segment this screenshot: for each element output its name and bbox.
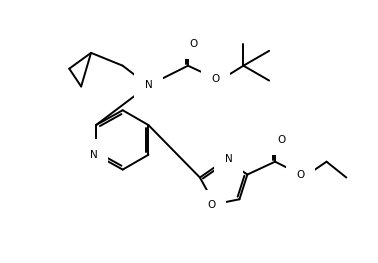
Text: O: O (277, 135, 285, 145)
Text: N: N (225, 154, 232, 164)
Text: O: O (212, 74, 220, 84)
Text: O: O (208, 200, 216, 210)
Text: N: N (90, 150, 98, 160)
Text: O: O (190, 39, 198, 49)
Text: N: N (144, 80, 152, 90)
Text: O: O (297, 170, 305, 180)
